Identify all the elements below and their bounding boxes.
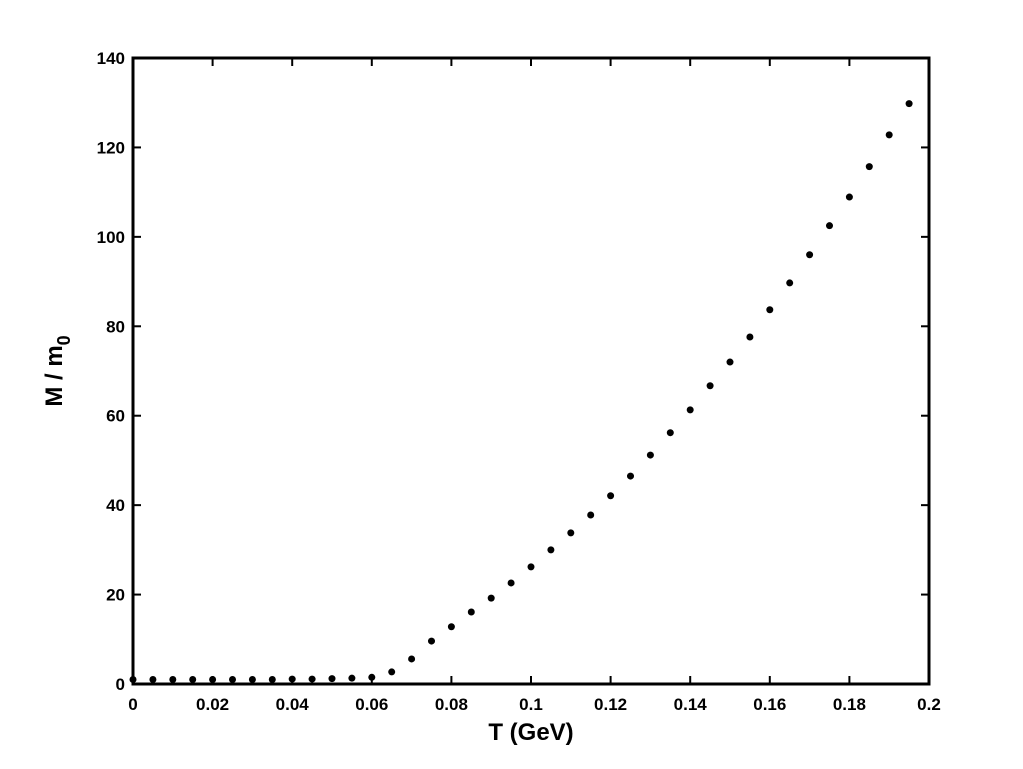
data-point — [209, 676, 217, 684]
x-tick-label: 0.08 — [435, 695, 468, 714]
x-tick-label: 0.16 — [753, 695, 786, 714]
data-point — [587, 511, 595, 519]
data-point — [368, 673, 376, 681]
data-point — [627, 472, 634, 480]
data-point — [905, 100, 913, 108]
x-tick-label: 0.12 — [594, 695, 627, 714]
data-point — [746, 333, 754, 341]
y-axis-label-text: M / m — [41, 345, 68, 406]
y-tick-label: 20 — [106, 586, 125, 605]
data-point — [169, 676, 177, 684]
data-point — [567, 529, 575, 537]
x-tick-label: 0.2 — [917, 695, 941, 714]
data-point — [806, 251, 814, 259]
data-point — [248, 676, 256, 684]
y-tick-label: 80 — [106, 317, 125, 336]
x-tick-label: 0.18 — [833, 695, 866, 714]
data-point — [189, 676, 197, 684]
data-point — [865, 163, 873, 171]
data-point — [885, 131, 893, 139]
data-point — [129, 676, 137, 684]
data-point — [646, 451, 654, 459]
x-tick-label: 0.06 — [355, 695, 388, 714]
data-point — [428, 637, 435, 645]
y-tick-label: 60 — [106, 407, 125, 426]
data-point — [288, 675, 296, 683]
data-point — [527, 563, 535, 571]
data-point — [408, 655, 416, 663]
data-point — [666, 429, 674, 437]
data-point — [348, 674, 356, 682]
data-point — [726, 358, 734, 366]
plot-frame — [131, 56, 931, 686]
y-axis-label: M / m0 — [41, 335, 74, 406]
y-tick-label: 140 — [97, 49, 125, 68]
x-tick-label: 0.02 — [196, 695, 229, 714]
x-tick-label: 0.04 — [276, 695, 310, 714]
data-point — [229, 676, 236, 684]
data-point — [268, 676, 276, 684]
data-point — [487, 594, 495, 602]
data-point — [507, 579, 515, 587]
x-tick-label: 0.14 — [674, 695, 708, 714]
data-point — [607, 492, 615, 500]
y-tick-label: 120 — [97, 138, 125, 157]
data-point — [308, 675, 316, 683]
data-point — [328, 675, 336, 683]
y-tick-label: 100 — [97, 228, 125, 247]
x-tick-label: 0 — [128, 695, 137, 714]
y-axis-label-subscript: 0 — [54, 335, 74, 345]
y-tick-label: 0 — [116, 675, 125, 694]
data-point — [826, 222, 833, 230]
data-point — [786, 279, 794, 287]
x-tick-label: 0.1 — [519, 695, 543, 714]
data-point — [706, 382, 714, 390]
y-tick-label: 40 — [106, 496, 125, 515]
data-point — [686, 406, 694, 414]
data-point — [447, 623, 455, 631]
data-point — [149, 676, 157, 684]
data-point — [388, 668, 396, 676]
x-axis-label: T (GeV) — [488, 719, 573, 746]
data-point — [766, 306, 774, 314]
data-point — [547, 546, 555, 554]
data-point — [845, 193, 853, 201]
data-point — [467, 608, 475, 616]
